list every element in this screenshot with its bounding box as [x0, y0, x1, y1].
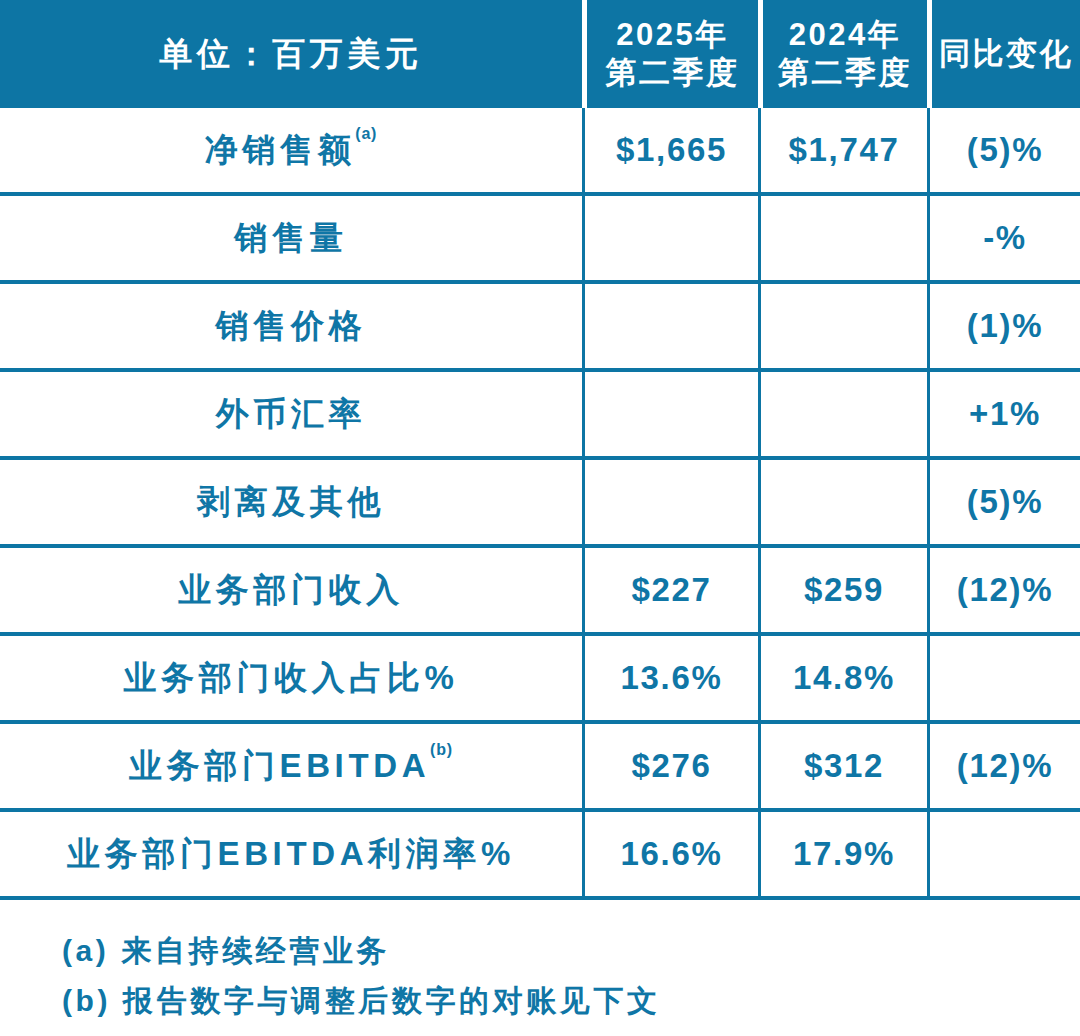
cell-q2-2024 [758, 372, 927, 456]
header-q2-2025-quarter: 第二季度 [606, 54, 740, 92]
cell-q2-2024 [758, 460, 927, 544]
cell-yoy: (1)% [927, 284, 1080, 368]
row-label: 剥离及其他 [0, 460, 582, 544]
row-label: 净销售额(a) [0, 108, 582, 192]
footnote-ref-b: (b) [430, 742, 453, 758]
row-label-text: 净销售额 [205, 128, 355, 173]
table-row-segment-ebitda: 业务部门EBITDA(b) $276 $312 (12)% [0, 724, 1080, 812]
table-row-volume: 销售量 -% [0, 196, 1080, 284]
cell-yoy: (5)% [927, 460, 1080, 544]
cell-q2-2024 [758, 284, 927, 368]
cell-q2-2024: $259 [758, 548, 927, 632]
row-label-text: 业务部门收入占比% [124, 656, 459, 701]
row-label: 业务部门EBITDA(b) [0, 724, 582, 808]
cell-q2-2024: $1,747 [758, 108, 927, 192]
footnotes: (a) 来自持续经营业务 (b) 报告数字与调整后数字的对账见下文 [0, 900, 1080, 1026]
row-label: 销售价格 [0, 284, 582, 368]
table-row-net-sales: 净销售额(a) $1,665 $1,747 (5)% [0, 108, 1080, 196]
row-label-text: 业务部门收入 [178, 568, 404, 613]
table-row-divestitures: 剥离及其他 (5)% [0, 460, 1080, 548]
cell-q2-2025: $1,665 [582, 108, 758, 192]
cell-yoy: (12)% [927, 724, 1080, 808]
row-label: 销售量 [0, 196, 582, 280]
cell-q2-2025: $227 [582, 548, 758, 632]
cell-q2-2025 [582, 284, 758, 368]
cell-yoy: +1% [927, 372, 1080, 456]
table-row-price: 销售价格 (1)% [0, 284, 1080, 372]
cell-yoy [927, 812, 1080, 896]
table-header-row: 单位：百万美元 2025年 第二季度 2024年 第二季度 同比变化 [0, 0, 1080, 108]
row-label: 业务部门收入 [0, 548, 582, 632]
cell-yoy: (12)% [927, 548, 1080, 632]
row-label-text: 销售量 [235, 216, 348, 261]
row-label-text: 业务部门EBITDA利润率% [67, 832, 515, 877]
footnote-a: (a) 来自持续经营业务 [62, 926, 1080, 976]
header-q2-2024-year: 2024年 [789, 16, 901, 54]
row-label-text: 外币汇率 [216, 392, 366, 437]
cell-yoy: -% [927, 196, 1080, 280]
row-label: 外币汇率 [0, 372, 582, 456]
row-label: 业务部门收入占比% [0, 636, 582, 720]
cell-q2-2025 [582, 196, 758, 280]
cell-yoy: (5)% [927, 108, 1080, 192]
cell-yoy [927, 636, 1080, 720]
row-label-text: 业务部门EBITDA [129, 744, 430, 789]
table-row-segment-ebitda-margin: 业务部门EBITDA利润率% 16.6% 17.9% [0, 812, 1080, 900]
table-row-fx: 外币汇率 +1% [0, 372, 1080, 460]
cell-q2-2024: 14.8% [758, 636, 927, 720]
table-row-segment-income-pct: 业务部门收入占比% 13.6% 14.8% [0, 636, 1080, 724]
cell-q2-2025: 13.6% [582, 636, 758, 720]
footnote-ref-a: (a) [355, 126, 377, 142]
row-label-text: 销售价格 [216, 304, 366, 349]
header-units-label: 单位：百万美元 [0, 0, 582, 108]
cell-q2-2025 [582, 372, 758, 456]
header-q2-2025: 2025年 第二季度 [582, 0, 758, 108]
financial-summary-table: 单位：百万美元 2025年 第二季度 2024年 第二季度 同比变化 净销售额(… [0, 0, 1080, 1026]
cell-q2-2025: 16.6% [582, 812, 758, 896]
cell-q2-2025 [582, 460, 758, 544]
table-row-segment-income: 业务部门收入 $227 $259 (12)% [0, 548, 1080, 636]
cell-q2-2024 [758, 196, 927, 280]
footnote-b: (b) 报告数字与调整后数字的对账见下文 [62, 976, 1080, 1026]
header-q2-2024-quarter: 第二季度 [778, 54, 912, 92]
header-q2-2025-year: 2025年 [616, 16, 728, 54]
cell-q2-2024: $312 [758, 724, 927, 808]
row-label-text: 剥离及其他 [197, 480, 385, 525]
header-q2-2024: 2024年 第二季度 [758, 0, 927, 108]
cell-q2-2024: 17.9% [758, 812, 927, 896]
header-yoy-change: 同比变化 [927, 0, 1080, 108]
cell-q2-2025: $276 [582, 724, 758, 808]
row-label: 业务部门EBITDA利润率% [0, 812, 582, 896]
